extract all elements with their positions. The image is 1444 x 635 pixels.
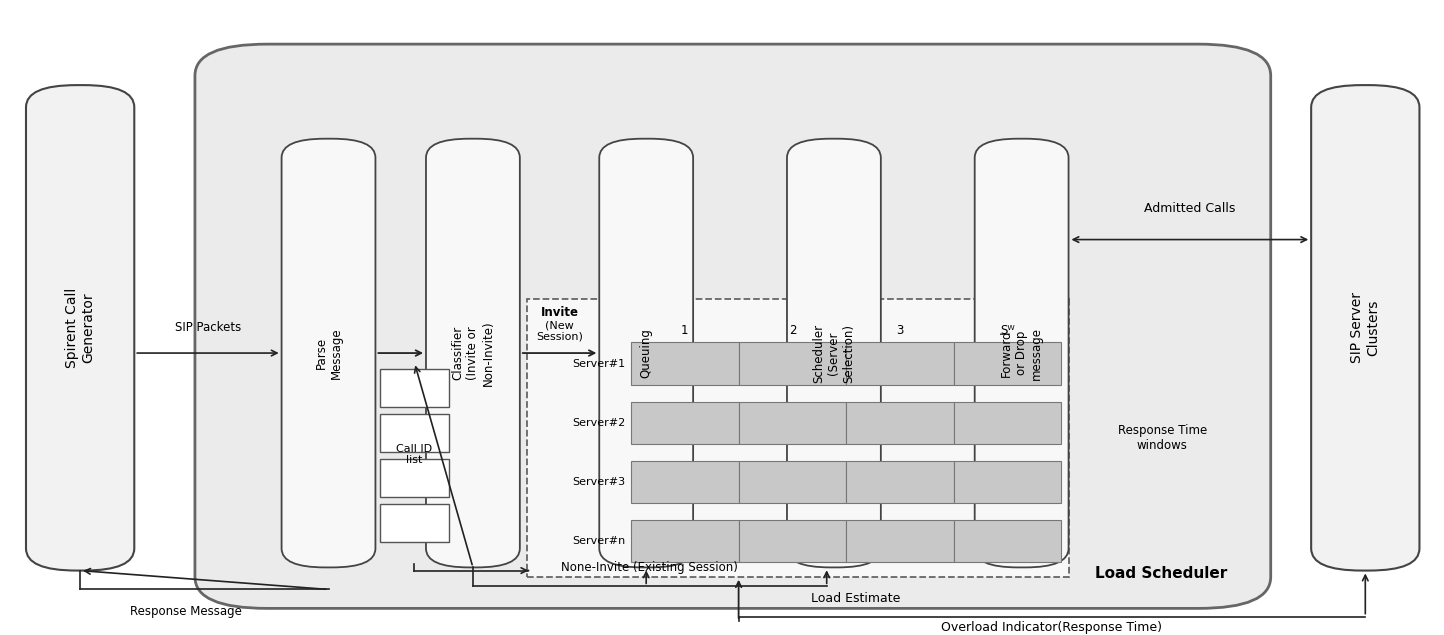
FancyBboxPatch shape	[282, 138, 375, 568]
Bar	[380, 414, 449, 452]
FancyBboxPatch shape	[975, 138, 1069, 568]
Bar	[380, 369, 449, 407]
Text: Overload Indicator(Response Time): Overload Indicator(Response Time)	[941, 622, 1162, 634]
Bar	[953, 460, 1061, 503]
Text: Spirent Call
Generator: Spirent Call Generator	[65, 288, 95, 368]
Bar	[738, 401, 846, 444]
Text: Server#3: Server#3	[572, 477, 625, 487]
Bar	[380, 459, 449, 497]
Bar	[631, 519, 738, 562]
Text: Parse
Message: Parse Message	[315, 327, 342, 379]
Text: Load Scheduler: Load Scheduler	[1095, 566, 1227, 581]
Text: Sᵂ: Sᵂ	[1001, 324, 1015, 337]
FancyBboxPatch shape	[426, 138, 520, 568]
Bar	[738, 342, 846, 385]
Text: None-Invite (Existing Session): None-Invite (Existing Session)	[562, 561, 738, 574]
Bar	[846, 460, 953, 503]
Text: Response Message: Response Message	[130, 605, 243, 618]
Bar	[846, 342, 953, 385]
Text: Server#2: Server#2	[572, 418, 625, 428]
Bar	[846, 401, 953, 444]
Bar	[846, 519, 953, 562]
Text: Response Time
windows: Response Time windows	[1118, 424, 1207, 452]
Text: Load Estimate: Load Estimate	[812, 592, 900, 605]
FancyBboxPatch shape	[195, 44, 1271, 608]
Text: Invite: Invite	[540, 305, 579, 319]
Text: Scheduler
(Server
Selection): Scheduler (Server Selection)	[813, 323, 855, 383]
Text: (New
Session): (New Session)	[536, 320, 583, 342]
Text: 2: 2	[788, 324, 796, 337]
Bar	[631, 342, 738, 385]
Bar	[953, 401, 1061, 444]
Bar	[527, 300, 1069, 577]
Text: 1: 1	[682, 324, 689, 337]
Bar	[631, 401, 738, 444]
Text: Classifier
(Invite or
Non-Invite): Classifier (Invite or Non-Invite)	[452, 320, 494, 386]
Text: Queuing: Queuing	[640, 328, 653, 378]
Bar	[738, 460, 846, 503]
Bar	[953, 519, 1061, 562]
Bar	[631, 460, 738, 503]
FancyBboxPatch shape	[787, 138, 881, 568]
FancyBboxPatch shape	[1311, 85, 1419, 571]
Text: Forward
or Drop
message: Forward or Drop message	[1001, 326, 1043, 380]
Text: Call ID
list: Call ID list	[396, 444, 433, 465]
Bar	[953, 342, 1061, 385]
Bar	[738, 519, 846, 562]
Text: 3: 3	[897, 324, 904, 337]
Text: SIP Server
Clusters: SIP Server Clusters	[1350, 292, 1380, 363]
Text: Server#n: Server#n	[572, 536, 625, 546]
FancyBboxPatch shape	[599, 138, 693, 568]
FancyBboxPatch shape	[26, 85, 134, 571]
Text: SIP Packets: SIP Packets	[175, 321, 241, 335]
Text: Admitted Calls: Admitted Calls	[1144, 201, 1236, 215]
Text: Server#1: Server#1	[572, 359, 625, 369]
Bar	[380, 504, 449, 542]
